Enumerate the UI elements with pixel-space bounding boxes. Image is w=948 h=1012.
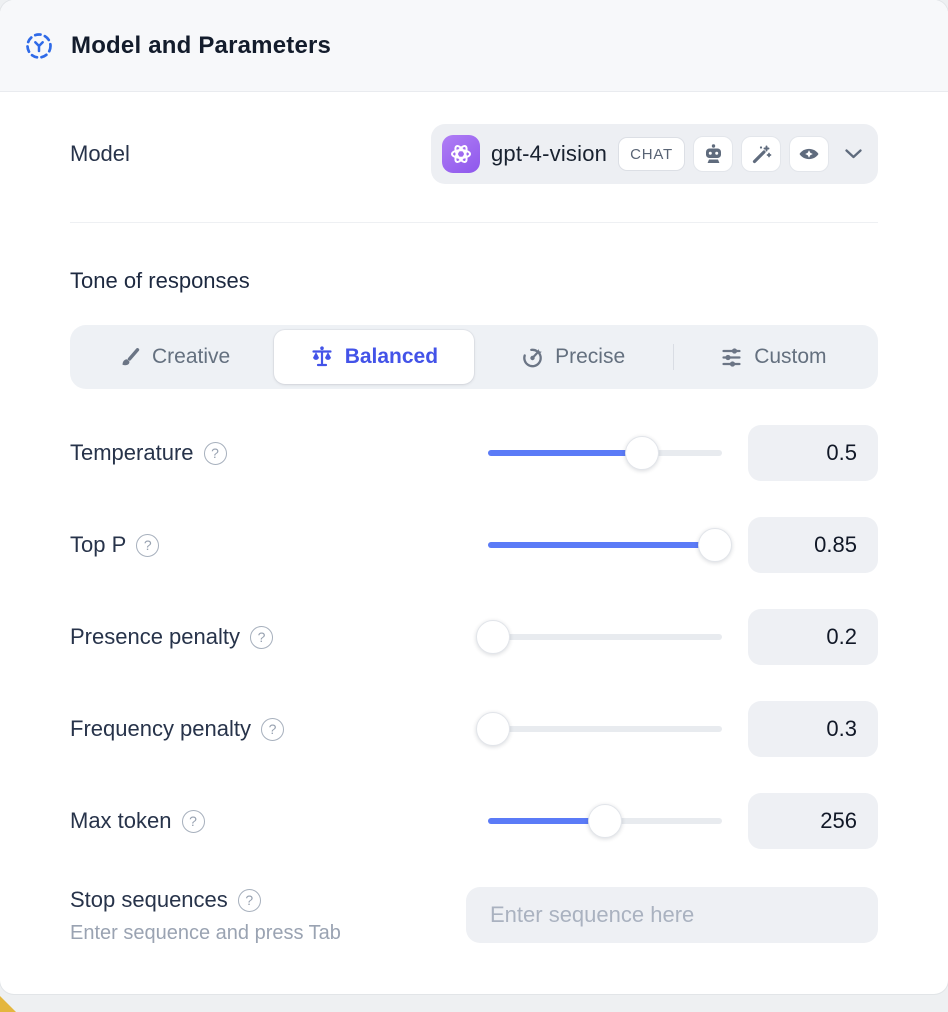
tone-option-label: Balanced	[344, 345, 439, 368]
top-p-slider[interactable]	[488, 528, 732, 562]
slider-thumb[interactable]	[625, 436, 660, 470]
panel-body: Model gpt-4-vision CHAT	[0, 124, 948, 994]
temperature-value[interactable]: 0.5	[748, 425, 878, 481]
frequency-penalty-label: Frequency penalty	[70, 716, 251, 741]
slider-track	[488, 726, 722, 732]
param-label-group: Max token ?	[70, 808, 205, 834]
tone-segmented-control: Creative Balanced	[70, 325, 878, 389]
section-divider	[70, 222, 878, 223]
help-icon[interactable]: ?	[237, 888, 261, 912]
max-token-slider[interactable]	[488, 804, 722, 838]
top-p-label: Top P	[70, 532, 127, 557]
segment-divider	[672, 344, 674, 370]
stop-sequences-labels: Stop sequences ? Enter sequence and pres…	[70, 887, 341, 945]
param-row-temperature: Temperature ? 0.5	[70, 425, 878, 481]
slider-fill	[488, 818, 605, 824]
tone-option-label: Custom	[754, 345, 827, 368]
temperature-slider[interactable]	[488, 436, 722, 470]
stop-sequences-label: Stop sequences	[70, 887, 228, 912]
model-label: Model	[70, 141, 130, 166]
param-label-group: Frequency penalty ?	[70, 716, 284, 742]
magic-wand-icon	[741, 136, 781, 172]
model-hub-icon	[24, 31, 54, 61]
tone-option-creative[interactable]: Creative	[75, 330, 274, 384]
help-icon[interactable]: ?	[250, 625, 273, 649]
top-p-value[interactable]: 0.85	[748, 517, 878, 573]
model-row: Model gpt-4-vision CHAT	[70, 124, 878, 184]
param-label-group: Top P ?	[70, 532, 160, 558]
max-token-value[interactable]: 256	[748, 793, 878, 849]
stop-sequences-row: Stop sequences ? Enter sequence and pres…	[70, 887, 878, 994]
tone-heading: Tone of responses	[70, 268, 250, 293]
temperature-label: Temperature	[70, 440, 194, 465]
param-row-frequency-penalty: Frequency penalty ? 0.3	[70, 701, 878, 757]
sliders-icon	[720, 346, 743, 369]
help-icon[interactable]: ?	[136, 533, 160, 557]
presence-penalty-slider[interactable]	[475, 620, 722, 654]
param-label-group: Presence penalty ?	[70, 624, 273, 650]
chevron-down-icon	[845, 149, 862, 159]
frequency-penalty-value[interactable]: 0.3	[748, 701, 878, 757]
slider-fill	[488, 542, 715, 548]
param-row-presence-penalty: Presence penalty ? 0.2	[70, 609, 878, 665]
param-label-group: Temperature ?	[70, 440, 227, 466]
model-type-badge: CHAT	[618, 137, 685, 171]
param-row-max-token: Max token ? 256	[70, 793, 878, 849]
slider-thumb[interactable]	[588, 804, 622, 838]
help-icon[interactable]: ?	[261, 717, 284, 741]
model-name: gpt-4-vision	[490, 141, 608, 166]
slider-thumb[interactable]	[697, 528, 732, 562]
slider-thumb[interactable]	[475, 712, 510, 746]
slider-fill	[488, 450, 643, 456]
tone-option-label: Precise	[555, 345, 626, 368]
tone-option-label: Creative	[152, 345, 231, 368]
tone-option-balanced[interactable]: Balanced	[274, 330, 474, 384]
slider-thumb[interactable]	[475, 620, 510, 654]
openai-logo-icon	[441, 135, 480, 173]
panel-header: Model and Parameters	[0, 0, 948, 92]
tone-option-precise[interactable]: Precise	[474, 330, 673, 384]
presence-penalty-value[interactable]: 0.2	[748, 609, 878, 665]
slider-track	[488, 634, 722, 640]
balance-scale-icon	[310, 345, 334, 369]
vision-eye-icon	[789, 136, 829, 172]
param-row-top-p: Top P ? 0.85	[70, 517, 878, 573]
stop-sequences-hint: Enter sequence and press Tab	[70, 922, 341, 944]
max-token-label: Max token	[70, 808, 172, 833]
help-icon[interactable]: ?	[181, 809, 205, 833]
model-select-dropdown[interactable]: gpt-4-vision CHAT	[430, 124, 878, 184]
robot-icon	[693, 136, 733, 172]
bottom-left-accent	[0, 996, 16, 1012]
panel-title: Model and Parameters	[71, 31, 332, 59]
stop-sequence-input[interactable]	[466, 887, 878, 943]
frequency-penalty-slider[interactable]	[475, 712, 722, 746]
presence-penalty-label: Presence penalty	[70, 624, 240, 649]
tone-option-custom[interactable]: Custom	[674, 330, 873, 384]
help-icon[interactable]: ?	[203, 441, 227, 465]
paintbrush-icon	[119, 346, 141, 368]
target-icon	[521, 346, 544, 369]
